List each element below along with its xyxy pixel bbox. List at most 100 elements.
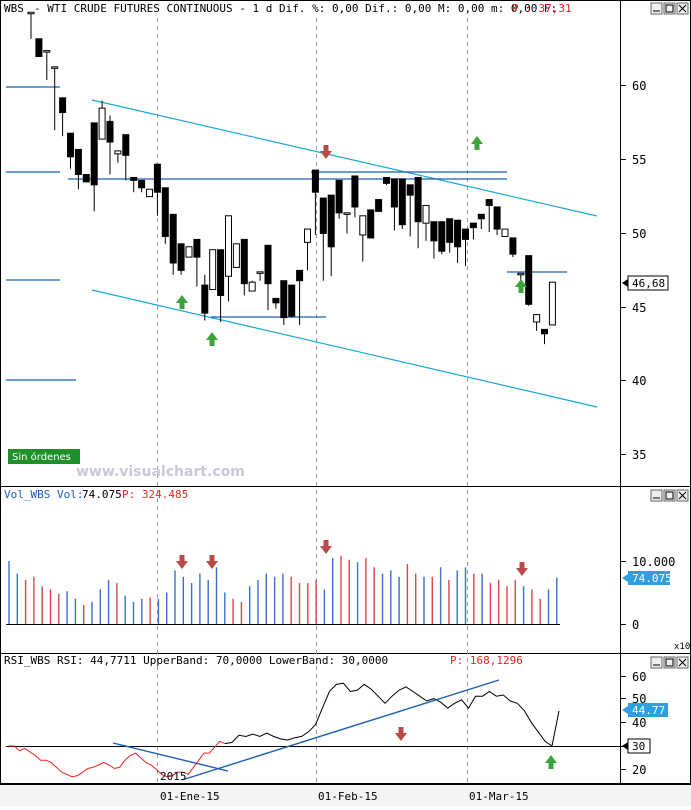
candle	[509, 237, 517, 258]
candle	[225, 215, 232, 302]
volume-tick: 0	[632, 618, 639, 632]
candle-body	[533, 314, 541, 323]
candle	[477, 213, 485, 230]
candle	[375, 199, 383, 212]
volume-multiplier: x10	[674, 642, 690, 652]
candle	[296, 269, 304, 325]
candle-body	[225, 215, 232, 277]
minimize-icon[interactable]	[650, 489, 663, 502]
candle	[153, 163, 161, 216]
candle-body	[264, 244, 272, 285]
support-resistance-lines	[68, 171, 567, 318]
rsi-tick: 40	[632, 716, 646, 730]
candle	[146, 188, 153, 198]
candle-body	[288, 284, 296, 317]
buy-arrow-icon	[471, 136, 483, 150]
rsi-tick: 50	[632, 692, 646, 706]
volume-last-value: 74.075	[632, 572, 672, 585]
candle-body	[422, 204, 430, 224]
volume-last-value-box	[628, 571, 670, 585]
candle	[304, 228, 311, 271]
sell-arrow-icon	[176, 555, 188, 569]
candle	[201, 274, 209, 321]
candle	[327, 194, 335, 277]
trend-channel	[91, 99, 598, 408]
candle-body	[217, 249, 225, 296]
x-axis-strip	[0, 784, 691, 806]
candle	[280, 280, 288, 325]
rsi-tick: 60	[632, 670, 646, 684]
maximize-icon[interactable]	[663, 489, 676, 502]
rsi-panel-frame	[0, 653, 691, 784]
maximize-icon[interactable]	[663, 2, 676, 15]
level-markers	[6, 86, 76, 381]
rsi-trendlines	[112, 679, 500, 781]
candle	[454, 219, 462, 263]
candle-body	[454, 219, 462, 248]
price-header-symbol: WBS	[4, 2, 24, 15]
candle-body	[485, 199, 493, 206]
candle	[335, 179, 343, 219]
x-tick: 01-Mar-15	[469, 790, 529, 803]
candle-body	[248, 281, 256, 292]
candle	[319, 197, 327, 281]
candle	[27, 11, 35, 39]
volume-tick: 10.000	[632, 555, 675, 569]
candle	[462, 228, 469, 266]
candle-body	[240, 238, 248, 285]
candle	[359, 215, 367, 262]
price-tick: 60	[632, 79, 646, 93]
candle	[383, 176, 390, 185]
candle	[59, 97, 67, 137]
candle	[485, 199, 493, 233]
candle	[493, 206, 501, 235]
candle	[525, 255, 533, 306]
candle	[51, 66, 59, 131]
lower-trendline	[91, 289, 598, 408]
candle	[35, 38, 43, 57]
candle-body	[153, 163, 161, 193]
candle-body	[296, 269, 304, 282]
candle-body	[51, 66, 59, 69]
candle	[256, 271, 264, 281]
candle-body	[477, 213, 485, 220]
maximize-icon[interactable]	[663, 656, 676, 669]
candle	[130, 176, 138, 193]
candle-body	[193, 238, 201, 258]
candle-body	[375, 199, 383, 212]
candle-body	[541, 328, 548, 335]
x-tick: 01-Feb-15	[318, 790, 378, 803]
price-y-axis: 60 55 50 45 40 35	[620, 79, 646, 462]
candle	[248, 280, 256, 292]
minimize-icon[interactable]	[650, 2, 663, 15]
candle-body	[177, 243, 185, 271]
candle	[398, 178, 406, 230]
candle	[430, 221, 438, 259]
volume-header-label: Vol_WBS Vol:	[4, 488, 83, 501]
candle	[264, 244, 272, 311]
candle-body	[106, 120, 114, 143]
candle-body	[525, 255, 533, 305]
candle	[469, 222, 477, 240]
minimize-icon[interactable]	[650, 656, 663, 669]
candle-body	[343, 212, 351, 215]
candle-body	[462, 228, 469, 240]
candle-body	[335, 179, 343, 214]
buy-arrow-icon	[545, 755, 557, 769]
candle-body	[59, 97, 67, 114]
candle-body	[138, 179, 146, 189]
candle-body	[351, 175, 359, 208]
price-header-text: - WTI CRUDE FUTURES CONTINUOUS - 1 d Dif…	[34, 2, 557, 15]
rsi-trendline	[112, 742, 229, 772]
price-tick: 45	[632, 301, 646, 315]
candle	[548, 281, 556, 326]
candle	[82, 174, 90, 183]
rsi-arrows	[395, 727, 557, 769]
status-badge[interactable]	[8, 449, 80, 464]
rsi-tick: 20	[632, 763, 646, 777]
candle-body	[311, 169, 319, 193]
candle	[138, 179, 146, 193]
candlestick-series	[27, 11, 556, 345]
candle-body	[359, 215, 367, 236]
rsi-line-black	[224, 682, 560, 747]
